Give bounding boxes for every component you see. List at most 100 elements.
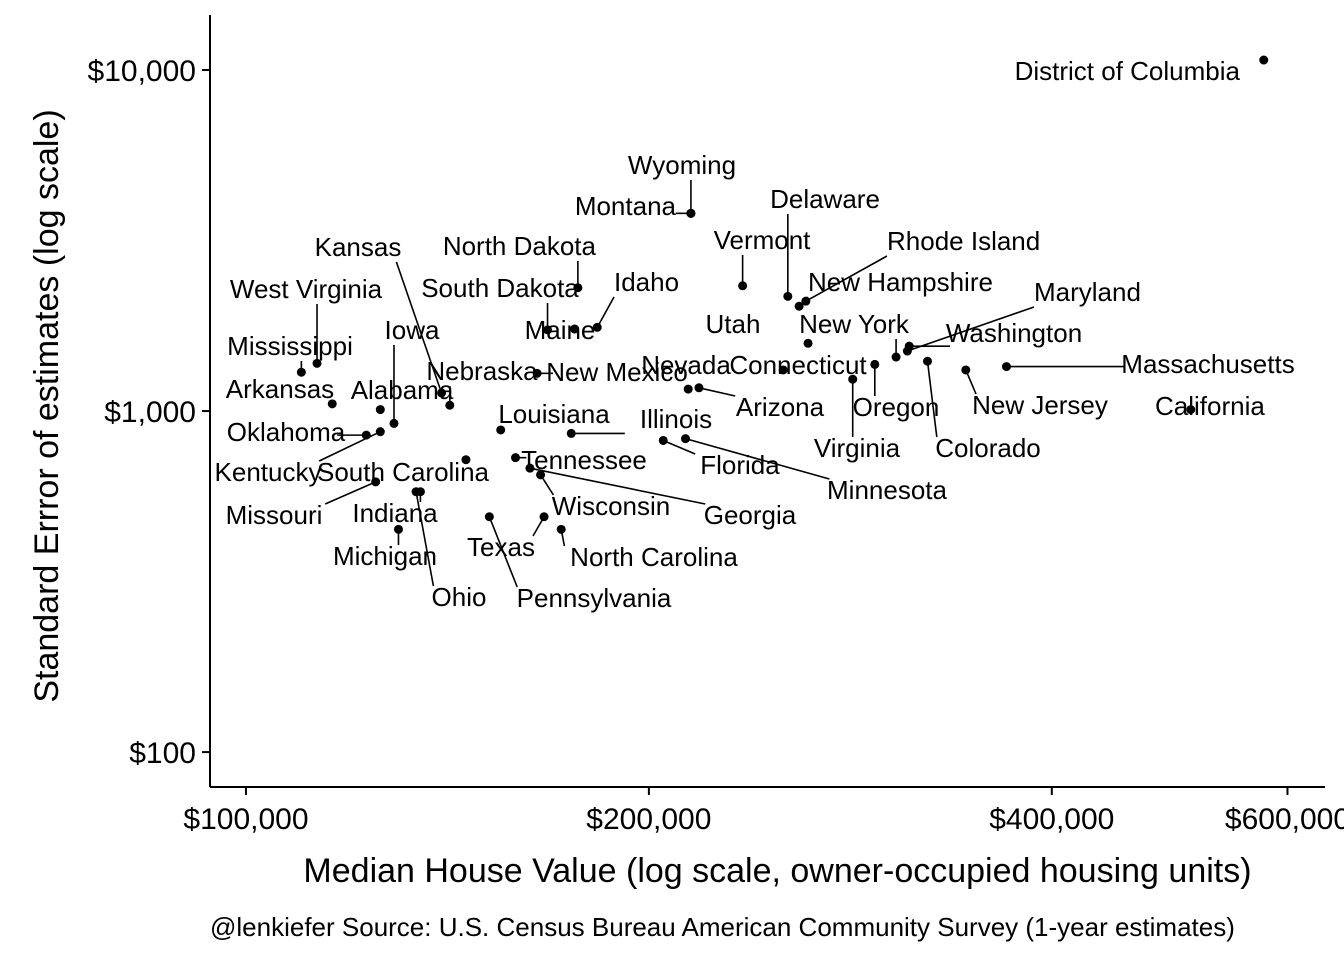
point-label: Oregon xyxy=(853,392,940,422)
data-point xyxy=(686,208,696,218)
point-label: Michigan xyxy=(333,541,437,571)
data-point xyxy=(570,324,580,334)
point-label: Florida xyxy=(700,450,780,480)
data-point xyxy=(923,356,933,366)
x-tick-label: $100,000 xyxy=(183,803,308,836)
data-point xyxy=(1186,405,1196,415)
data-point xyxy=(794,301,804,311)
point-label: California xyxy=(1155,391,1265,421)
data-point xyxy=(484,512,494,522)
point-label: Utah xyxy=(706,309,761,339)
point-label: New York xyxy=(799,309,910,339)
point-label: Kansas xyxy=(315,232,402,262)
point-label: North Carolina xyxy=(570,542,738,572)
x-axis-ticks: $100,000 $200,000 $400,000 $600,000 xyxy=(183,787,1344,836)
point-label: Connecticut xyxy=(729,350,867,380)
data-point xyxy=(1259,55,1269,65)
data-point xyxy=(566,428,576,438)
data-point xyxy=(445,400,455,410)
data-point xyxy=(783,291,793,301)
point-label: South Dakota xyxy=(421,273,579,303)
point-label: West Virginia xyxy=(230,274,383,304)
data-point xyxy=(496,425,506,435)
point-label: Maine xyxy=(525,315,596,345)
point-label: Pennsylvania xyxy=(517,583,672,613)
point-label: Minnesota xyxy=(827,475,947,505)
leader-line xyxy=(415,491,435,587)
data-point xyxy=(411,487,421,497)
x-tick-label: $400,000 xyxy=(989,803,1114,836)
data-point xyxy=(683,384,693,394)
y-axis-title: Standard Errror of estimates (log scale) xyxy=(28,109,66,702)
point-label: Illinois xyxy=(640,404,712,434)
data-point xyxy=(525,463,535,473)
point-label: Missouri xyxy=(226,500,323,530)
data-point xyxy=(296,367,306,377)
point-labels: District of Columbia Wyoming Montana Delawa… xyxy=(215,56,1295,613)
data-point xyxy=(1001,362,1011,372)
data-point xyxy=(738,281,748,291)
data-point xyxy=(393,524,403,534)
data-point xyxy=(801,296,811,306)
point-label: Wyoming xyxy=(628,150,736,180)
point-label: Nebraska xyxy=(426,356,538,386)
data-point xyxy=(694,383,704,393)
point-label: Delaware xyxy=(770,184,880,214)
data-point xyxy=(511,453,521,463)
point-label: District of Columbia xyxy=(1015,56,1241,86)
y-tick-label: $100 xyxy=(129,737,196,770)
point-label: North Dakota xyxy=(443,231,597,261)
leader-line xyxy=(488,516,518,588)
data-point xyxy=(556,524,566,534)
data-point xyxy=(461,455,471,465)
x-axis-title: Median House Value (log scale, owner-occ… xyxy=(303,852,1251,890)
point-label: Arizona xyxy=(736,392,825,422)
x-tick-label: $200,000 xyxy=(586,803,711,836)
data-point xyxy=(543,325,553,335)
y-tick-label: $10,000 xyxy=(88,55,196,88)
leader-line xyxy=(805,255,888,302)
point-label: Montana xyxy=(575,191,677,221)
data-point xyxy=(437,388,447,398)
point-label: Wisconsin xyxy=(552,491,670,521)
data-point xyxy=(312,358,322,368)
point-label: Ohio xyxy=(432,582,487,612)
point-label: Virginia xyxy=(814,433,901,463)
y-axis-ticks: $100 $1,000 $10,000 xyxy=(88,55,210,770)
source-caption: @lenkiefer Source: U.S. Census Bureau Am… xyxy=(210,912,1235,942)
point-label: Georgia xyxy=(704,500,797,530)
x-tick-label: $600,000 xyxy=(1225,803,1344,836)
point-label: Mississippi xyxy=(227,331,353,361)
data-point xyxy=(961,365,971,375)
data-point xyxy=(803,338,813,348)
leader-line xyxy=(324,481,376,505)
leader-line xyxy=(529,467,706,505)
point-label: New Hampshire xyxy=(808,267,993,297)
data-point xyxy=(870,359,880,369)
leader-line xyxy=(907,306,1035,352)
data-point xyxy=(573,283,583,293)
point-label: Oklahoma xyxy=(227,417,346,447)
data-point xyxy=(539,512,549,522)
data-point xyxy=(371,477,381,487)
data-points xyxy=(296,55,1269,534)
data-point xyxy=(904,341,914,351)
point-label: Arkansas xyxy=(226,374,334,404)
data-point xyxy=(848,374,858,384)
point-label: Idaho xyxy=(614,267,679,297)
label-leader-lines xyxy=(300,180,1125,588)
point-label: New Mexico xyxy=(546,357,688,387)
data-point xyxy=(389,418,399,428)
data-point xyxy=(532,368,542,378)
data-point xyxy=(891,352,901,362)
point-label: Massachusetts xyxy=(1121,349,1294,379)
leader-line xyxy=(662,439,696,455)
point-label: Colorado xyxy=(935,433,1041,463)
point-label: Vermont xyxy=(714,225,812,255)
point-label: Indiana xyxy=(352,498,438,528)
point-label: New Jersey xyxy=(972,390,1108,420)
point-label: Washington xyxy=(946,318,1082,348)
data-point xyxy=(327,399,337,409)
data-point xyxy=(361,430,371,440)
point-label: Louisiana xyxy=(498,399,610,429)
